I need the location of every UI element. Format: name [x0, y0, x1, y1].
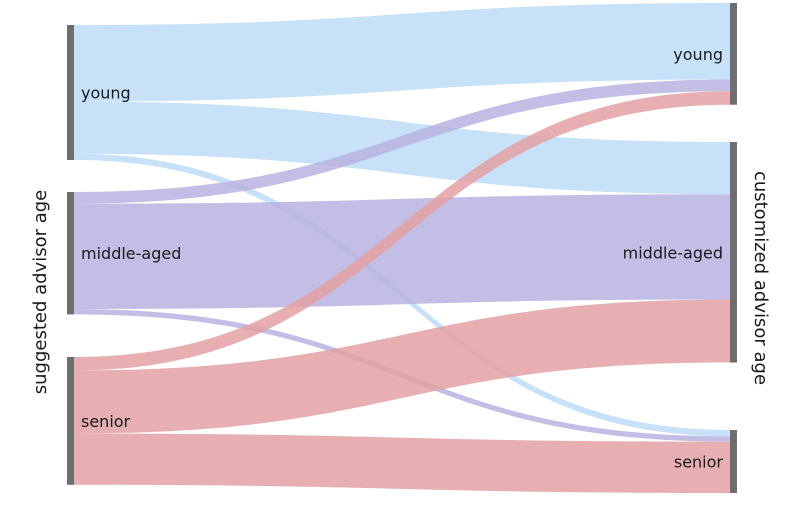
source-node-s_middle: [67, 192, 74, 315]
target-node-t_middle: [730, 142, 737, 363]
source-label-s_middle: middle-aged: [81, 244, 181, 263]
link-s_senior-to-t_senior: [74, 433, 730, 493]
source-label-s_young: young: [81, 84, 131, 103]
target-label-t_young: young: [673, 45, 723, 64]
target-label-t_middle: middle-aged: [623, 243, 723, 262]
source-node-s_young: [67, 25, 74, 160]
left-axis-title: suggested advisor age: [30, 190, 51, 395]
link-s_middle-to-t_middle: [74, 194, 730, 309]
target-label-t_senior: senior: [674, 453, 724, 472]
target-node-t_young: [730, 3, 737, 105]
target-node-t_senior: [730, 430, 737, 493]
sankey-nodes: [67, 3, 737, 493]
sankey-node-labels: young middle-aged senior young middle-aged se…: [81, 45, 723, 472]
link-s_senior-to-t_young: [74, 91, 730, 371]
sankey-links: [74, 3, 730, 493]
link-s_senior-to-t_middle: [74, 299, 730, 434]
link-s_young-to-t_middle: [74, 101, 730, 195]
source-node-s_senior: [67, 357, 74, 485]
link-s_middle-to-t_young: [74, 79, 730, 204]
source-label-s_senior: senior: [81, 412, 131, 431]
right-axis-title: customized advisor age: [750, 171, 771, 385]
link-s_young-to-t_young: [74, 3, 730, 102]
